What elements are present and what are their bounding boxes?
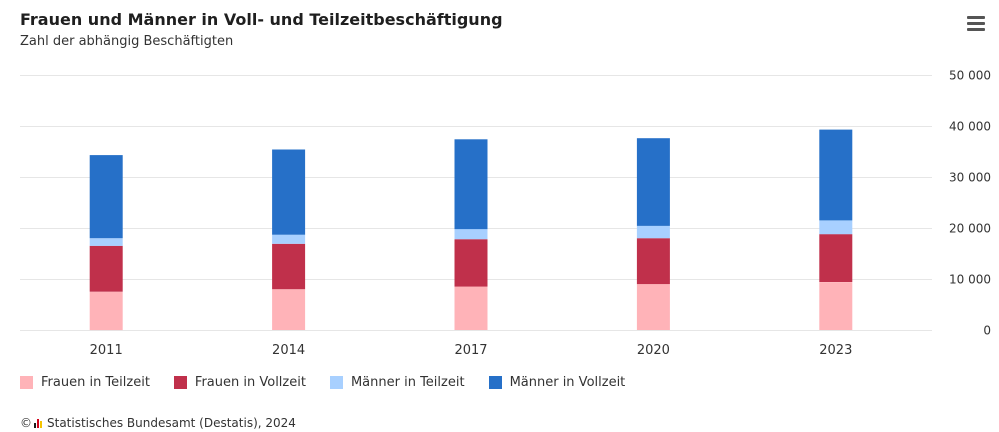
logo-bar (37, 419, 39, 428)
bar-segment[interactable] (636, 238, 670, 285)
bar-segment[interactable] (272, 243, 306, 290)
y-tick-label: 40 000 (949, 120, 991, 134)
legend-swatch (20, 375, 33, 389)
bar-segment[interactable] (272, 234, 306, 244)
legend-swatch (488, 375, 502, 389)
bar-segment[interactable] (89, 155, 123, 239)
chart-subtitle: Zahl der abhängig Beschäftigten (20, 34, 234, 49)
y-tick-label: 30 000 (949, 171, 991, 185)
bar-segment[interactable] (819, 129, 853, 221)
x-tick-label: 2011 (90, 343, 123, 358)
bar-segment[interactable] (819, 234, 853, 282)
logo-bar (40, 421, 42, 428)
bar-segment[interactable] (454, 229, 488, 240)
legend-item[interactable]: Männer in Vollzeit (488, 374, 626, 390)
chart-legend: Frauen in Teilzeit Frauen in Vollzeit Männ… (20, 372, 649, 392)
bar-segment[interactable] (89, 245, 123, 292)
x-tick-label: 2014 (272, 343, 305, 358)
legend-item[interactable]: Männer in Teilzeit (329, 374, 465, 390)
bar-segment[interactable] (454, 139, 488, 230)
bar-segment[interactable] (272, 149, 306, 235)
source-text: Statistisches Bundesamt (Destatis), 2024 (47, 416, 296, 430)
y-tick-label: 50 000 (949, 69, 991, 83)
legend-item[interactable]: Frauen in Teilzeit (20, 375, 150, 390)
source-credit: © Statistisches Bundesamt (Destatis), 20… (20, 416, 296, 430)
bar-segment[interactable] (636, 138, 670, 226)
y-tick-label: 0 (983, 324, 991, 338)
copyright-symbol: © (20, 416, 32, 430)
legend-label: Männer in Vollzeit (509, 374, 626, 390)
bar-segment[interactable] (636, 226, 670, 239)
legend-label: Männer in Teilzeit (350, 374, 465, 390)
hamburger-menu-icon[interactable] (966, 14, 988, 32)
bar-segment[interactable] (89, 238, 123, 246)
legend-item[interactable]: Frauen in Vollzeit (173, 374, 306, 390)
bar-segment[interactable] (819, 282, 853, 330)
bar-segment[interactable] (454, 239, 488, 287)
bar-segment[interactable] (636, 284, 670, 330)
x-tick-label: 2017 (454, 343, 487, 358)
x-tick-label: 2020 (637, 343, 670, 358)
logo-bar (34, 423, 36, 428)
chart-title: Frauen und Männer in Voll- und Teilzeitb… (20, 10, 503, 29)
x-tick-label: 2023 (819, 343, 852, 358)
legend-swatch (329, 375, 343, 389)
bar-segment[interactable] (89, 291, 123, 331)
legend-swatch (173, 375, 187, 389)
destatis-logo-icon (34, 418, 43, 428)
y-tick-label: 20 000 (949, 222, 991, 236)
y-tick-label: 10 000 (949, 273, 991, 287)
bar-segment[interactable] (272, 289, 306, 330)
bar-segment[interactable] (454, 286, 488, 330)
stacked-bar-chart: 0 10 000 20 000 30 000 40 000 50 000 2011 2014 2… (20, 69, 991, 358)
legend-label: Frauen in Teilzeit (41, 374, 150, 390)
bar-segment[interactable] (819, 220, 853, 235)
legend-label: Frauen in Vollzeit (194, 374, 306, 390)
